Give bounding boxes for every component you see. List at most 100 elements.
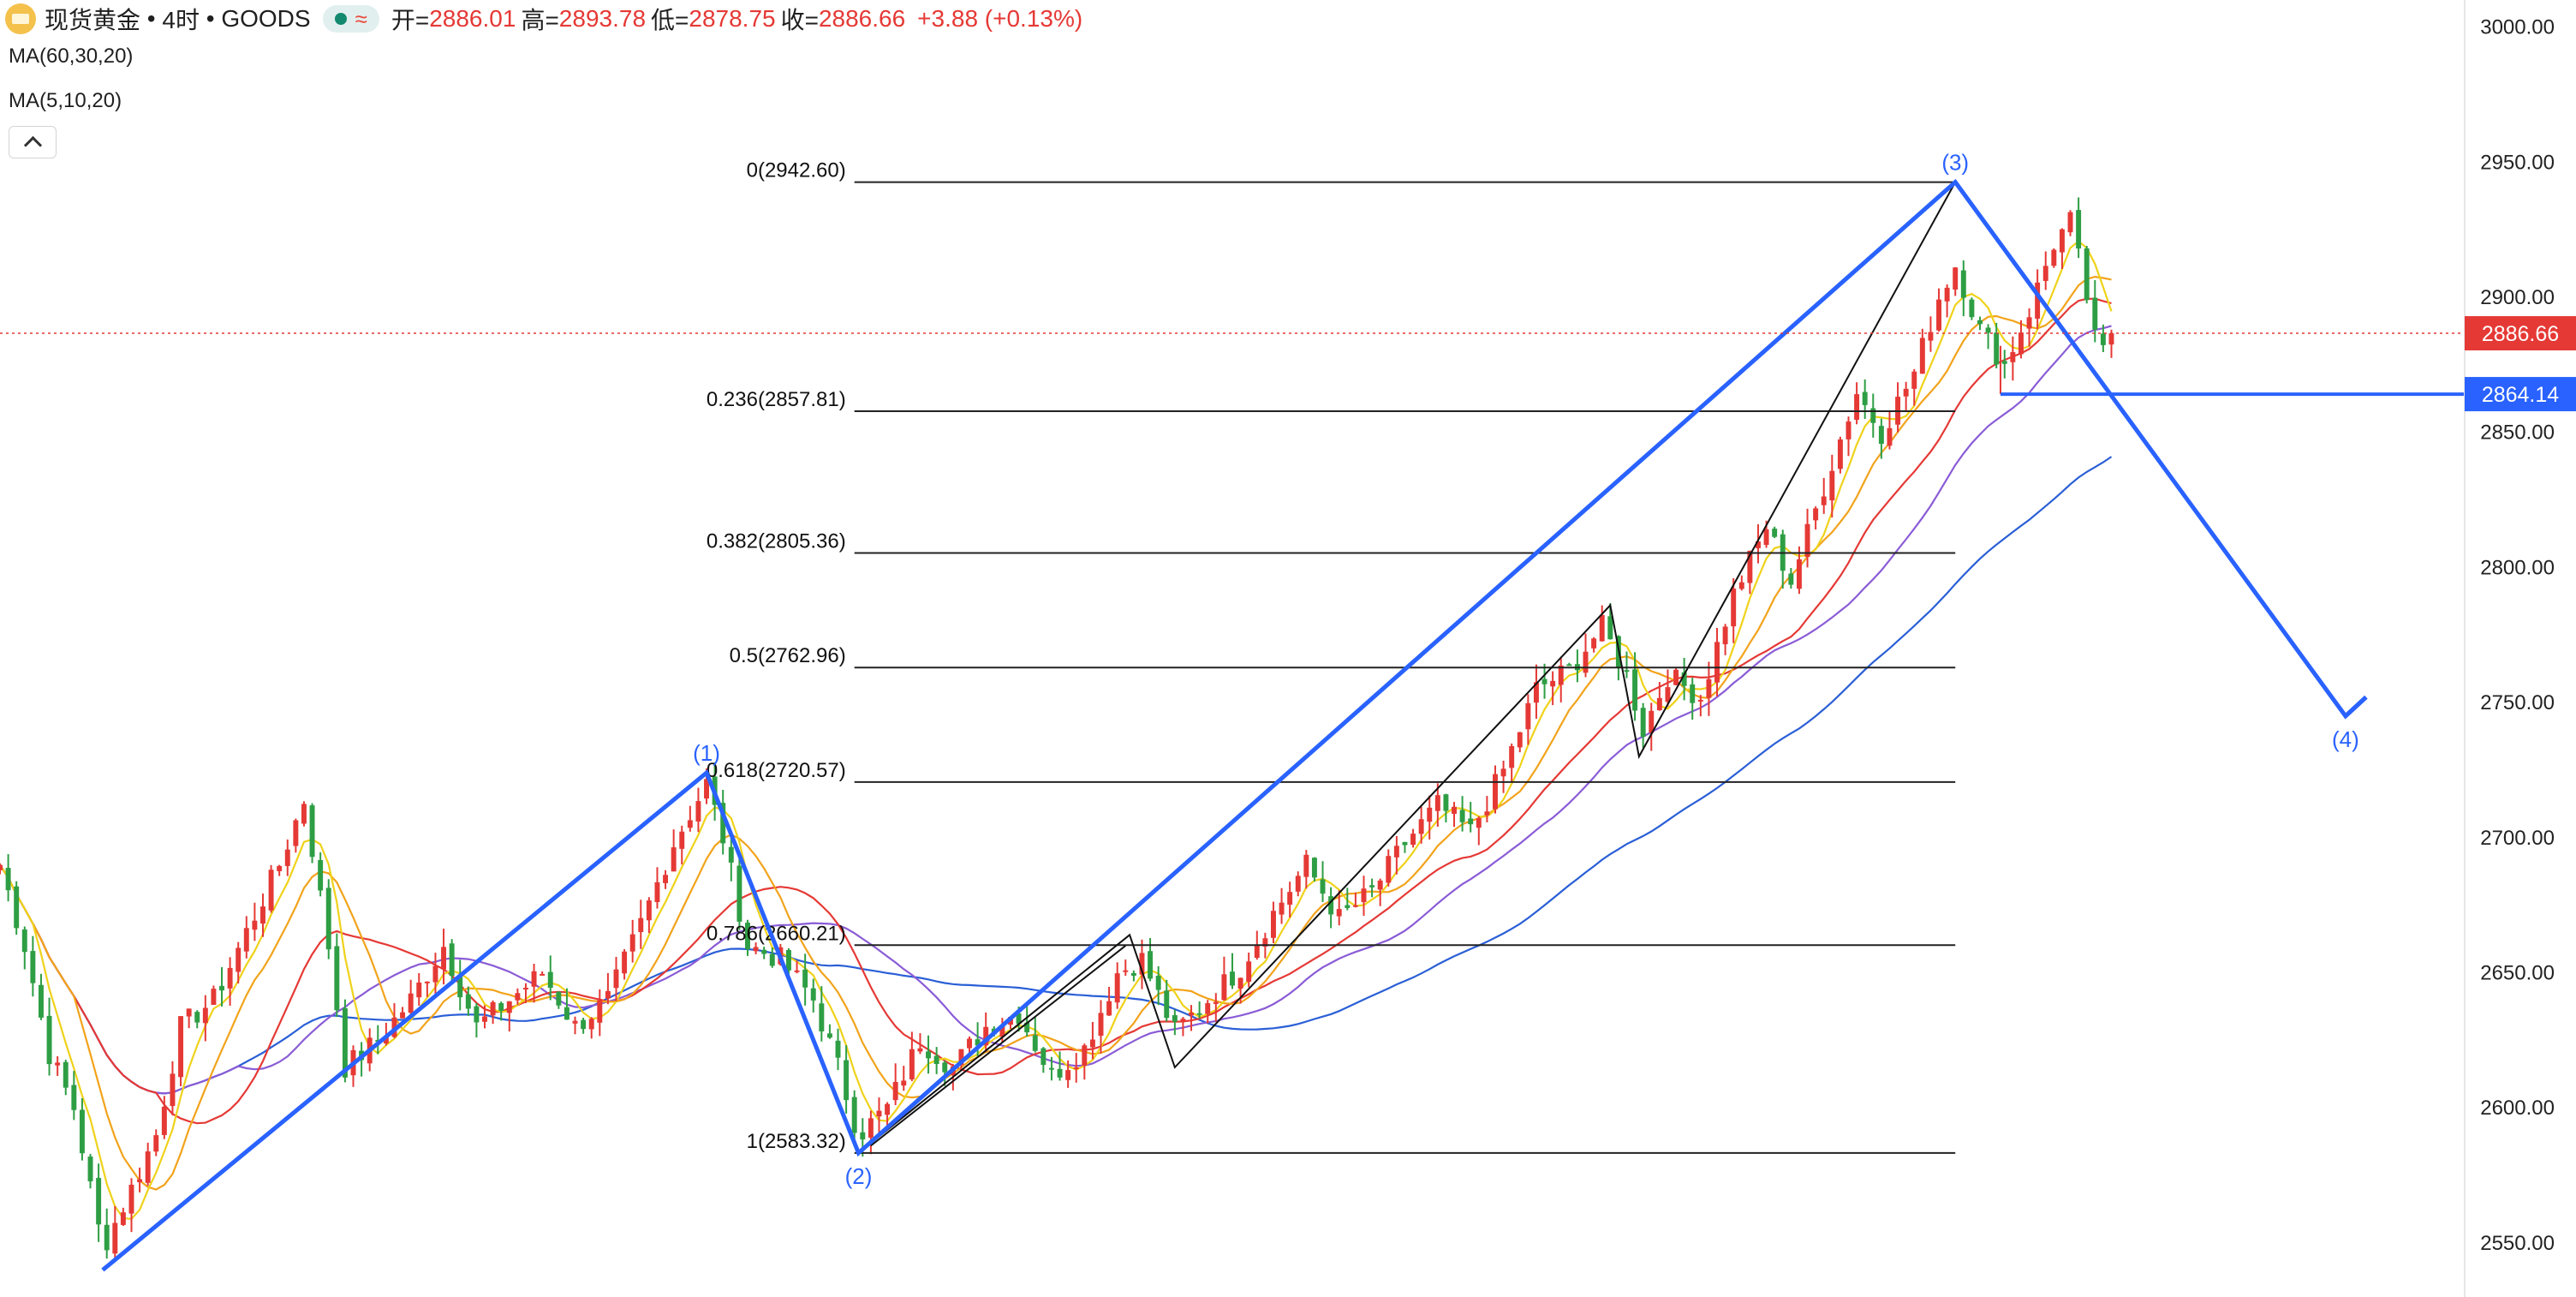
- candle-body: [794, 970, 800, 972]
- candle-body: [761, 949, 767, 954]
- price-marker-badge[interactable]: [2465, 377, 2576, 412]
- candle-body: [1919, 338, 1925, 374]
- gold-bar-icon: [5, 3, 36, 34]
- candle-body: [1279, 902, 1285, 915]
- candle-body: [498, 1003, 504, 1011]
- candle-body: [1106, 1001, 1112, 1016]
- candle-body: [408, 993, 414, 1013]
- approx-wave-icon: ≈: [355, 6, 367, 32]
- candle-body: [1649, 710, 1655, 733]
- candle-body: [522, 988, 528, 990]
- candle-body: [1361, 888, 1367, 903]
- candle-body: [547, 971, 553, 988]
- y-tick-label: 2800.00: [2480, 556, 2555, 579]
- candle-body: [1041, 1048, 1046, 1066]
- sub-wave-lines[interactable]: [857, 182, 1957, 1154]
- symbol-legend: 现货黄金 • 4时 • GOODS ≈ 开= 2886.01 高= 2893.78 …: [0, 0, 1082, 38]
- candle-body: [2076, 210, 2082, 249]
- candle-body: [1393, 846, 1399, 858]
- candle-body: [967, 1038, 972, 1049]
- ma-indicator-label-2[interactable]: MA(5,10,20): [9, 89, 122, 112]
- candle-body: [170, 1073, 176, 1107]
- fibonacci-retracement[interactable]: 0(2942.60) 0.236(2857.81) 0.382(2805.36) 0.…: [707, 159, 1956, 1154]
- ma-60-line: [0, 456, 2113, 1095]
- candle-body: [1566, 664, 1572, 666]
- candle-body: [252, 920, 258, 930]
- candle-body: [901, 1080, 907, 1086]
- candle-body: [1139, 953, 1145, 975]
- elliott-wave-line[interactable]: [101, 178, 2368, 1272]
- candle-body: [1854, 394, 1860, 421]
- candle-body: [1148, 951, 1154, 979]
- symbol-name[interactable]: 现货黄金: [45, 7, 141, 33]
- candle-body: [1738, 582, 1744, 589]
- y-tick-label: 2850.00: [2480, 421, 2555, 445]
- exchange-label: GOODS: [221, 5, 311, 32]
- candle-body: [1493, 774, 1498, 810]
- candle-body: [1180, 1019, 1186, 1022]
- candle-body: [1829, 470, 1835, 501]
- candle-body: [581, 1019, 587, 1030]
- candle-body: [1673, 669, 1679, 685]
- candle-body: [835, 1040, 841, 1058]
- interval-label[interactable]: 4时: [162, 7, 200, 33]
- candle-body: [876, 1110, 882, 1117]
- candle-body: [441, 947, 447, 970]
- y-tick-label: 2550.00: [2480, 1232, 2555, 1255]
- ma-indicator-label-1[interactable]: MA(60,30,20): [9, 45, 134, 68]
- candle-body: [1969, 299, 1975, 318]
- candle-body: [186, 1008, 192, 1017]
- y-tick-label: 3000.00: [2480, 16, 2555, 39]
- y-tick-label: 2950.00: [2480, 151, 2555, 174]
- y-tick-label: 2650.00: [2480, 962, 2555, 985]
- candle-body: [1977, 320, 1983, 325]
- candle-body: [1320, 879, 1326, 894]
- candle-body: [1878, 426, 1884, 445]
- candle-body: [1418, 819, 1424, 834]
- candle-body: [1583, 651, 1589, 673]
- candle-body: [1714, 642, 1720, 683]
- candle-body: [236, 947, 242, 972]
- market-status-pill[interactable]: ≈: [322, 5, 379, 33]
- candle-body: [1903, 388, 1909, 397]
- collapse-indicators-button[interactable]: [9, 126, 57, 158]
- candle-body: [474, 1006, 480, 1023]
- candle-body: [38, 984, 44, 1018]
- candle-body: [416, 982, 422, 998]
- candle-body: [1953, 267, 1959, 290]
- sub-wave-line[interactable]: [857, 182, 1957, 1154]
- candle-body: [153, 1135, 159, 1152]
- candle-body: [1599, 614, 1605, 642]
- candle-body: [687, 820, 693, 828]
- sub-wave-line[interactable]: [870, 945, 1126, 1147]
- candle-body: [2042, 266, 2048, 281]
- candle-body: [1024, 1022, 1030, 1033]
- candle-body: [1246, 961, 1252, 982]
- candle-body: [137, 1179, 143, 1182]
- candle-body: [301, 804, 307, 824]
- candle-body: [2100, 333, 2106, 345]
- candle-body: [1386, 856, 1392, 883]
- candle-body: [1189, 1013, 1195, 1016]
- candle-body: [400, 1012, 406, 1019]
- candle-body: [613, 969, 619, 989]
- current-price-badge[interactable]: [2465, 316, 2576, 351]
- candle-body: [1270, 911, 1276, 938]
- candle-body: [1377, 880, 1383, 890]
- candle-body: [1345, 905, 1351, 908]
- candle-body: [5, 868, 11, 891]
- candle-body: [1656, 697, 1662, 711]
- candle-body: [1846, 421, 1852, 439]
- candle-body: [1311, 858, 1317, 878]
- candle-body: [728, 846, 734, 863]
- candle-body: [1665, 687, 1671, 702]
- candle-body: [1632, 669, 1638, 711]
- elliott-wave-lines[interactable]: (1) (2) (3) (4): [101, 150, 2465, 1272]
- candle-body: [1082, 1045, 1088, 1067]
- candle-body: [334, 946, 340, 1011]
- candle-body: [860, 1132, 866, 1140]
- candle-body: [1706, 678, 1712, 698]
- candle-body: [1098, 1013, 1104, 1037]
